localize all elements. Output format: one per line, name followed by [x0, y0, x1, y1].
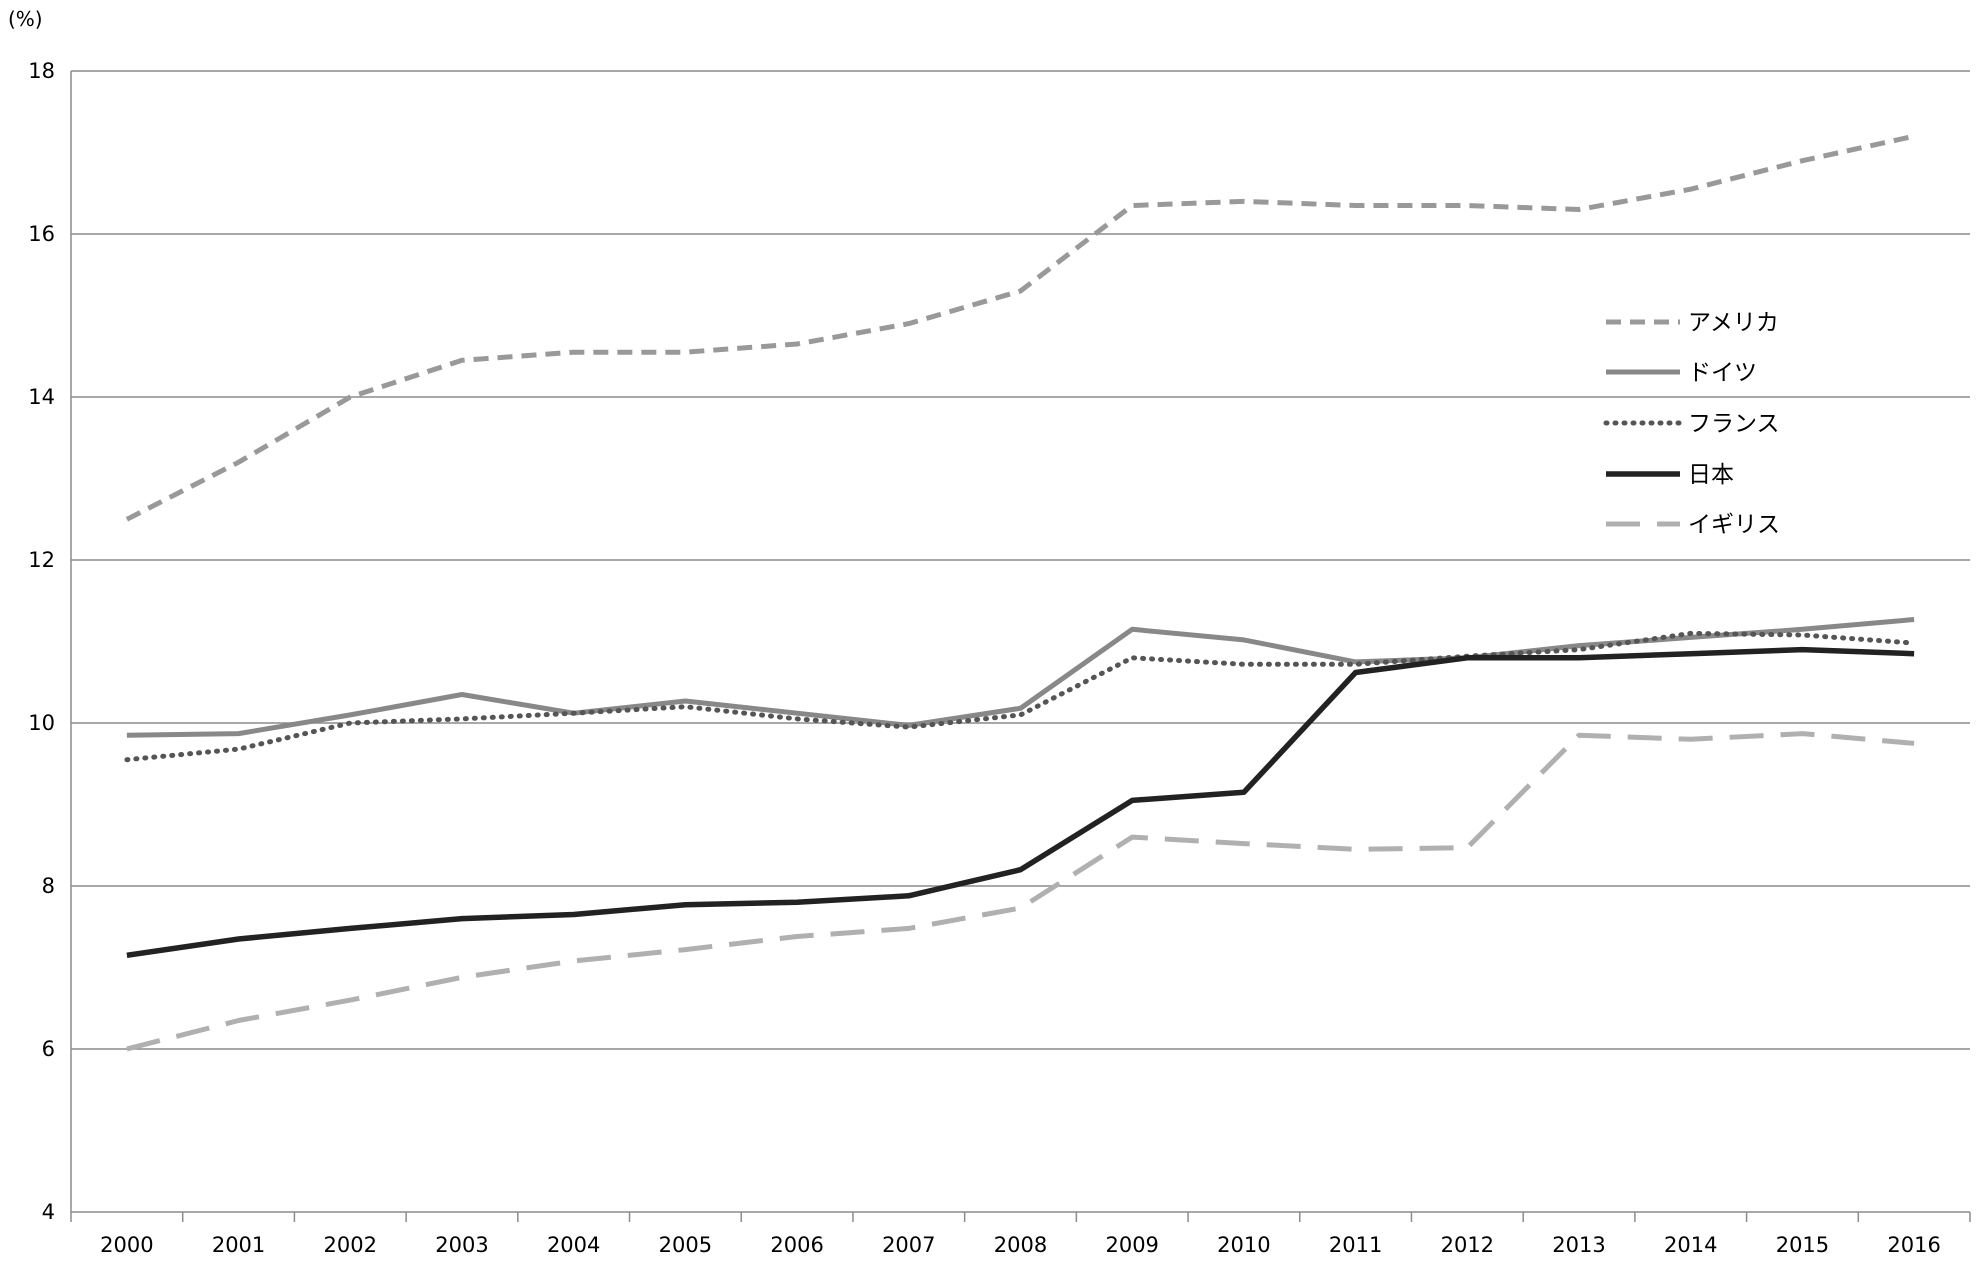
series-line-1 [126, 617, 1915, 738]
x-tick-label: 2005 [659, 1233, 712, 1257]
x-tick-label: 2015 [1776, 1233, 1829, 1257]
x-tick-label: 2012 [1441, 1233, 1494, 1257]
y-tick-label: 8 [42, 874, 55, 898]
legend-label-0: アメリカ [1688, 310, 1779, 336]
x-tick-label: 2001 [212, 1233, 265, 1257]
legend-label-4: イギリス [1688, 512, 1780, 538]
x-tick-label: 2014 [1664, 1233, 1717, 1257]
x-tick-label: 2009 [1105, 1233, 1158, 1257]
legend-label-3: 日本 [1688, 462, 1734, 488]
y-tick-label: 12 [28, 548, 55, 572]
x-tick-label: 2003 [435, 1233, 488, 1257]
x-tick-label: 2000 [100, 1233, 153, 1257]
x-tick-label: 2004 [547, 1233, 600, 1257]
y-tick-label: 16 [28, 222, 55, 246]
series-line-3 [126, 646, 1915, 959]
x-tick-label: 2008 [994, 1233, 1047, 1257]
x-tick-label: 2016 [1887, 1233, 1940, 1257]
y-tick-label: 4 [42, 1200, 55, 1224]
y-tick-labels: 4 6 8 10 12 14 16 18 [28, 59, 55, 1224]
axes [70, 71, 1971, 1222]
legend-label-2: フランス [1688, 411, 1780, 437]
series-line-4 [126, 731, 1915, 1052]
y-unit-label: (%) [8, 7, 43, 31]
gridlines [71, 70, 1970, 1050]
series-lines [124, 133, 1917, 1052]
x-tick-label: 2002 [324, 1233, 377, 1257]
x-tick-labels: 2000 2001 2002 2003 2004 2005 2006 2007 2008 2009… [100, 1233, 1941, 1257]
x-tick-label: 2013 [1552, 1233, 1605, 1257]
x-tick-label: 2007 [882, 1233, 935, 1257]
y-tick-label: 18 [28, 59, 55, 83]
series-line-0 [125, 133, 1915, 522]
series-line-2 [124, 630, 1917, 763]
x-tick-label: 2011 [1329, 1233, 1382, 1257]
y-tick-label: 14 [28, 385, 55, 409]
x-tick-label: 2010 [1217, 1233, 1270, 1257]
y-tick-label: 10 [28, 711, 55, 735]
legend-label-1: ドイツ [1688, 360, 1757, 386]
x-tick-label: 2006 [770, 1233, 823, 1257]
y-tick-label: 6 [42, 1037, 55, 1061]
